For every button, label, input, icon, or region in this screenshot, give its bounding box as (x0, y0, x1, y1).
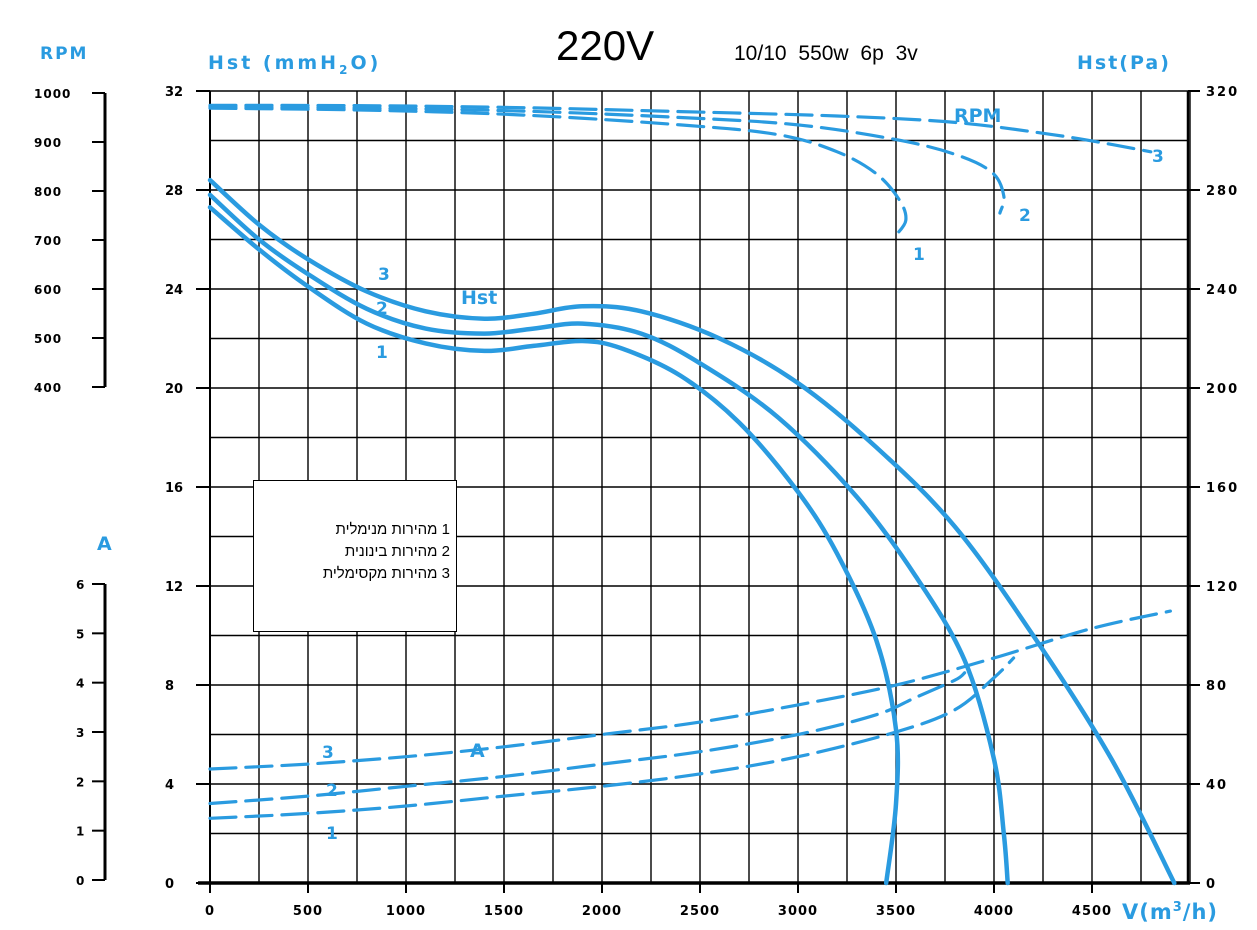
rpm-curve-1-label: 1 (913, 245, 925, 265)
hst-curve-1-label: 1 (376, 343, 388, 363)
hst-mmh2o-tick-label: 16 (165, 481, 183, 496)
series-hst-3 (207, 177, 1177, 886)
hst-pa-tick-label: 320 (1206, 85, 1239, 100)
x-tick-label: 2500 (680, 904, 720, 919)
amps-tick-label: 2 (76, 775, 84, 789)
hst-mmh2o-tick-label: 28 (165, 184, 183, 199)
hst-mmh2o-tick-label: 0 (165, 877, 174, 892)
legend-item-3: 3 מהירות מקסימלית (322, 565, 450, 582)
amps-tick-label: 0 (76, 874, 84, 888)
hst-curve-3-label: 3 (378, 265, 390, 285)
rpm-axis-title: RPM (40, 44, 89, 64)
series-rpm-3 (208, 103, 1153, 154)
hst-pa-tick-label: 0 (1206, 877, 1217, 892)
x-tick-label: 0 (205, 904, 215, 919)
rpm-curve-3-label: 3 (1152, 147, 1164, 167)
rpm-tick-label: 600 (34, 283, 62, 297)
hst-pa-tick-label: 40 (1206, 778, 1228, 793)
chart-title: 220V (556, 22, 655, 69)
rpm-curve-2-label: 2 (1019, 206, 1031, 226)
amps-tick-label: 3 (76, 726, 84, 740)
x-tick-label: 1000 (386, 904, 426, 919)
amps-tick-label: 4 (76, 677, 84, 691)
hst-curves-label: Hst (461, 287, 497, 309)
hst-pa-axis-title: Hst(Pa) (1077, 52, 1171, 74)
motor-spec: 10/10 550w 6p 3v (734, 42, 918, 65)
rpm-tick-label: 1000 (34, 87, 71, 101)
series-rpm-2 (208, 105, 1006, 215)
rpm-tick-label: 900 (34, 136, 62, 150)
x-tick-label: 3000 (778, 904, 818, 919)
rpm-tick-label: 500 (34, 332, 62, 346)
hst-mmh2o-tick-label: 4 (165, 778, 174, 793)
rpm-curves-label: RPM (954, 105, 1001, 127)
amps-curves-label: A (470, 740, 485, 762)
hst-mmh2o-tick-label: 12 (165, 580, 183, 595)
amps-tick-label: 1 (76, 825, 84, 839)
rpm-tick-label: 400 (34, 381, 62, 395)
amps-curve-2-label: 2 (326, 781, 338, 801)
rpm-tick-label: 800 (34, 185, 62, 199)
x-axis-title: V(m3/h) (1122, 900, 1218, 924)
speed-legend: 1 מהירות מנימלית 2 מהירות בינונית 3 מהיר… (253, 480, 457, 632)
x-tick-label: 1500 (484, 904, 524, 919)
hst-curve-2-label: 2 (376, 299, 388, 319)
hst-pa-tick-label: 200 (1206, 382, 1239, 397)
amps-curve-3-label: 3 (322, 743, 334, 763)
rpm-tick-label: 700 (34, 234, 62, 248)
hst-mmh2o-tick-label: 8 (165, 679, 174, 694)
hst-pa-tick-label: 240 (1206, 283, 1239, 298)
x-tick-label: 2000 (582, 904, 622, 919)
series-hst-1 (207, 205, 901, 886)
amps-curve-1-label: 1 (326, 824, 338, 844)
amps-tick-label: 6 (76, 578, 84, 592)
amps-tick-label: 5 (76, 627, 84, 641)
x-tick-label: 4500 (1072, 904, 1112, 919)
legend-item-1: 1 מהירות מנימלית (335, 521, 450, 538)
amps-axis-title: A (97, 533, 112, 555)
hst-pa-tick-label: 120 (1206, 580, 1239, 595)
series-a-3 (208, 609, 1172, 771)
hst-mmh2o-tick-label: 32 (165, 85, 183, 100)
hst-mmh2o-tick-label: 20 (165, 382, 183, 397)
series-a-1 (208, 656, 1016, 820)
hst-pa-tick-label: 80 (1206, 679, 1228, 694)
series-rpm-1 (208, 106, 908, 237)
hst-mmh2o-axis-title: Hst (mmH2O) (208, 52, 382, 77)
hst-pa-tick-label: 280 (1206, 184, 1239, 199)
legend-item-2: 2 מהירות בינונית (344, 543, 450, 560)
hst-mmh2o-tick-label: 24 (165, 283, 183, 298)
hst-pa-tick-label: 160 (1206, 481, 1239, 496)
series-a-2 (208, 671, 967, 806)
x-tick-label: 4000 (974, 904, 1014, 919)
x-tick-label: 500 (293, 904, 323, 919)
x-tick-label: 3500 (876, 904, 916, 919)
